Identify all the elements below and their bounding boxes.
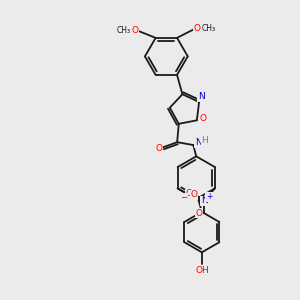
Text: N: N	[195, 138, 202, 147]
Text: CH₃: CH₃	[202, 24, 216, 33]
Text: OH: OH	[196, 266, 210, 275]
Text: O: O	[185, 189, 193, 198]
Text: CH₃: CH₃	[117, 26, 131, 35]
Text: O: O	[132, 26, 139, 35]
Text: O: O	[194, 24, 201, 33]
Text: N: N	[198, 92, 205, 101]
Text: H: H	[201, 136, 208, 145]
Text: O: O	[190, 190, 198, 199]
Text: O: O	[155, 144, 163, 153]
Text: N: N	[201, 196, 208, 206]
Text: O: O	[196, 209, 203, 218]
Text: −: −	[180, 194, 188, 202]
Text: +: +	[206, 192, 212, 201]
Text: O: O	[199, 114, 206, 123]
